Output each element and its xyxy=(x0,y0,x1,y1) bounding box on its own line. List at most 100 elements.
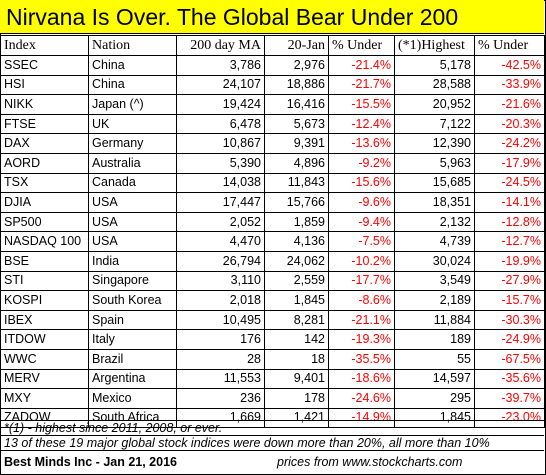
col-header-nation: Nation xyxy=(88,35,177,56)
cell-200-day-ma: 6,478 xyxy=(176,113,265,135)
table-row: IBEX Spain 10,495 8,281 -21.1% 11,884 -30.3% xyxy=(0,309,545,331)
cell-pct-under-ma: -9.6% xyxy=(328,192,395,213)
cell-highest: 7,122 xyxy=(394,113,475,135)
cell-200-day-ma: 10,495 xyxy=(176,309,265,331)
cell-highest: 15,685 xyxy=(394,172,475,194)
table-row: KOSPI South Korea 2,018 1,845 -8.6% 2,189 -15.… xyxy=(0,290,545,311)
cell-highest: 5,963 xyxy=(394,152,475,174)
cell-highest: 5,178 xyxy=(394,55,475,76)
cell-index: NIKK xyxy=(0,94,89,115)
cell-index: MERV xyxy=(0,368,89,390)
cell-pct-under-high: -24.2% xyxy=(474,133,545,154)
cell-pct-under-high: -24.5% xyxy=(474,172,545,194)
cell-200-day-ma: 28 xyxy=(176,348,265,370)
cell-pct-under-ma: -21.4% xyxy=(328,55,395,76)
credits-bar: Best Minds Inc - Jan 21, 2016 prices fro… xyxy=(0,450,544,474)
cell-index: AORD xyxy=(0,152,89,174)
table-row: SP500 USA 2,052 1,859 -9.4% 2,132 -12.8% xyxy=(0,211,545,233)
cell-highest: 2,132 xyxy=(394,211,475,233)
cell-nation: Australia xyxy=(88,152,177,174)
cell-20-jan: 18 xyxy=(264,348,329,370)
cell-nation: Japan (^) xyxy=(88,94,177,115)
cell-highest: 55 xyxy=(394,348,475,370)
cell-nation: China xyxy=(88,74,177,96)
cell-index: STI xyxy=(0,270,89,292)
cell-20-jan: 1,859 xyxy=(264,211,329,233)
table-row: SSEC China 3,786 2,976 -21.4% 5,178 -42.5% xyxy=(0,55,545,76)
cell-nation: India xyxy=(88,250,177,272)
cell-20-jan: 2,559 xyxy=(264,270,329,292)
col-header-200-day-ma: 200 day MA xyxy=(176,35,265,56)
cell-pct-under-high: -39.7% xyxy=(474,388,545,409)
cell-highest: 14,597 xyxy=(394,368,475,390)
cell-pct-under-ma: -18.6% xyxy=(328,368,395,390)
cell-index: BSE xyxy=(0,250,89,272)
cell-pct-under-high: -15.7% xyxy=(474,290,545,311)
table-row: WWC Brazil 28 18 -35.5% 55 -67.5% xyxy=(0,348,545,370)
cell-highest: 12,390 xyxy=(394,133,475,154)
cell-index: IBEX xyxy=(0,309,89,331)
cell-200-day-ma: 11,553 xyxy=(176,368,265,390)
table-row: FTSE UK 6,478 5,673 -12.4% 7,122 -20.3% xyxy=(0,113,545,135)
cell-200-day-ma: 4,470 xyxy=(176,231,265,252)
index-table: Index Nation 200 day MA 20-Jan % Under (… xyxy=(0,35,545,429)
cell-pct-under-high: -14.1% xyxy=(474,192,545,213)
table-row: ITDOW Italy 176 142 -19.3% 189 -24.9% xyxy=(0,329,545,350)
cell-20-jan: 5,673 xyxy=(264,113,329,135)
table-row: MERV Argentina 11,553 9,401 -18.6% 14,597 -35.… xyxy=(0,368,545,390)
cell-pct-under-ma: -7.5% xyxy=(328,231,395,252)
cell-highest: 3,549 xyxy=(394,270,475,292)
table-row: DJIA USA 17,447 15,766 -9.6% 18,351 -14.1% xyxy=(0,192,545,213)
col-header-pct-under-high: % Under xyxy=(474,35,545,56)
cell-nation: Germany xyxy=(88,133,177,154)
header-row: Index Nation 200 day MA 20-Jan % Under (… xyxy=(0,35,545,56)
cell-pct-under-high: -42.5% xyxy=(474,55,545,76)
table-row: AORD Australia 5,390 4,896 -9.2% 5,963 -17.9% xyxy=(0,152,545,174)
cell-index: SSEC xyxy=(0,55,89,76)
col-header-20-jan: 20-Jan xyxy=(264,35,329,56)
credit-author: Best Minds Inc - Jan 21, 2016 xyxy=(4,455,177,469)
col-header-highest: (*1)Highest xyxy=(394,35,475,56)
col-header-pct-under-ma: % Under xyxy=(328,35,395,56)
cell-highest: 11,884 xyxy=(394,309,475,331)
table-row: STI Singapore 3,110 2,559 -17.7% 3,549 -27.9% xyxy=(0,270,545,292)
cell-nation: Mexico xyxy=(88,388,177,409)
cell-pct-under-high: -21.6% xyxy=(474,94,545,115)
cell-200-day-ma: 236 xyxy=(176,388,265,409)
cell-200-day-ma: 3,110 xyxy=(176,270,265,292)
cell-nation: Canada xyxy=(88,172,177,194)
cell-index: HSI xyxy=(0,74,89,96)
cell-pct-under-ma: -21.1% xyxy=(328,309,395,331)
cell-index: DAX xyxy=(0,133,89,154)
cell-pct-under-ma: -15.6% xyxy=(328,172,395,194)
cell-pct-under-high: -27.9% xyxy=(474,270,545,292)
cell-20-jan: 2,976 xyxy=(264,55,329,76)
cell-index: FTSE xyxy=(0,113,89,135)
cell-nation: Spain xyxy=(88,309,177,331)
cell-20-jan: 1,845 xyxy=(264,290,329,311)
cell-pct-under-ma: -24.6% xyxy=(328,388,395,409)
cell-nation: Singapore xyxy=(88,270,177,292)
cell-200-day-ma: 17,447 xyxy=(176,192,265,213)
cell-pct-under-high: -30.3% xyxy=(474,309,545,331)
summary-note: 13 of these 19 major global stock indice… xyxy=(0,435,544,450)
table-row: TSX Canada 14,038 11,843 -15.6% 15,685 -24.5% xyxy=(0,172,545,194)
cell-pct-under-high: -12.8% xyxy=(474,211,545,233)
cell-pct-under-ma: -15.5% xyxy=(328,94,395,115)
table-row: HSI China 24,107 18,886 -21.7% 28,588 -33.9% xyxy=(0,74,545,96)
cell-nation: Argentina xyxy=(88,368,177,390)
cell-nation: Italy xyxy=(88,329,177,350)
cell-200-day-ma: 19,424 xyxy=(176,94,265,115)
cell-20-jan: 4,896 xyxy=(264,152,329,174)
cell-200-day-ma: 10,867 xyxy=(176,133,265,154)
table-row: NASDAQ 100 USA 4,470 4,136 -7.5% 4,739 -12.7% xyxy=(0,231,545,252)
cell-20-jan: 9,391 xyxy=(264,133,329,154)
cell-20-jan: 8,281 xyxy=(264,309,329,331)
cell-nation: Brazil xyxy=(88,348,177,370)
cell-highest: 28,588 xyxy=(394,74,475,96)
cell-pct-under-ma: -13.6% xyxy=(328,133,395,154)
cell-pct-under-ma: -8.6% xyxy=(328,290,395,311)
table-row: NIKK Japan (^) 19,424 16,416 -15.5% 20,952 -21… xyxy=(0,94,545,115)
cell-index: KOSPI xyxy=(0,290,89,311)
table-row: BSE India 26,794 24,062 -10.2% 30,024 -19.9% xyxy=(0,250,545,272)
